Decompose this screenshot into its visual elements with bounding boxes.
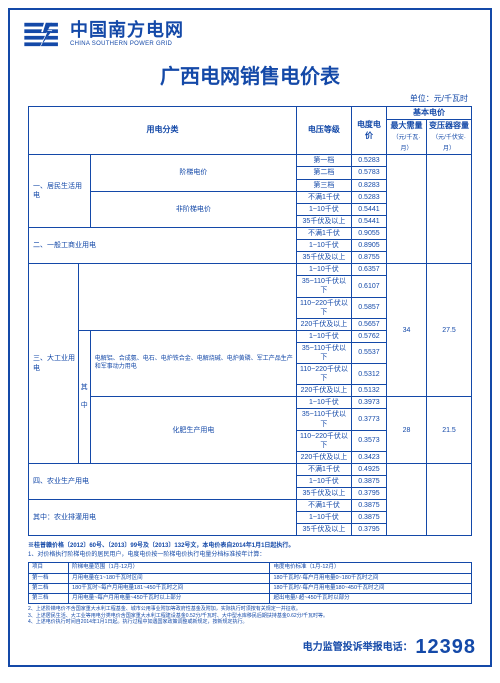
th-max: 最大需量（元/千瓦·月）: [386, 120, 426, 155]
unit-label: 单位：元/千瓦时: [10, 93, 490, 104]
hotline-number: 12398: [415, 636, 476, 658]
hotline: 电力监管投诉举报电话： 12398: [303, 636, 476, 659]
notes: ※桂普赣价格〔2012〕60号、〔2013〕99号及〔2013〕132号文，本电…: [28, 542, 472, 625]
header: 中国南方电网 CHINA SOUTHERN POWER GRID: [10, 10, 490, 54]
note-small: 2、上述阶梯电价不含国家重大水利工程基金、城市公用事业附加等政府性基金及附加，实…: [28, 606, 472, 626]
brand-text: 中国南方电网 CHINA SOUTHERN POWER GRID: [70, 21, 184, 47]
brand-logo-icon: [24, 20, 62, 48]
th-category: 用电分类: [29, 107, 297, 155]
brand-name-en: CHINA SOUTHERN POWER GRID: [70, 41, 184, 47]
th-voltage: 电压等级: [296, 107, 351, 155]
header-row: 用电分类 电压等级 电度电价 基本电价: [29, 107, 472, 120]
hotline-label: 电力监管投诉举报电话：: [303, 642, 413, 653]
brand-name-zh: 中国南方电网: [70, 21, 184, 39]
price-table: 用电分类 电压等级 电度电价 基本电价 最大需量（元/千瓦·月） 变压器容量（元…: [28, 106, 472, 536]
th-cap: 变压器容量（元/千伏安·月）: [427, 120, 472, 155]
price-table-wrap: 用电分类 电压等级 电度电价 基本电价 最大需量（元/千瓦·月） 变压器容量（元…: [10, 106, 490, 536]
page-title: 广西电网销售电价表: [10, 60, 490, 89]
th-kwh: 电度电价: [351, 107, 386, 155]
note-header: ※桂普赣价格〔2012〕60号、〔2013〕99号及〔2013〕132号文，本电…: [28, 542, 472, 551]
page-frame: 中国南方电网 CHINA SOUTHERN POWER GRID 广西电网销售电…: [8, 8, 492, 667]
note-sub: 1、对价格执行阶梯电价的居民用户，电度电价按一阶梯电价执行电量分档标准按年计算：: [28, 551, 472, 560]
th-basic: 基本电价: [386, 107, 471, 120]
tier-note-table: 项目阶梯电量范围（1月-12月）电度电价标准（1月-12月） 第一档月用电量在1…: [28, 562, 472, 604]
